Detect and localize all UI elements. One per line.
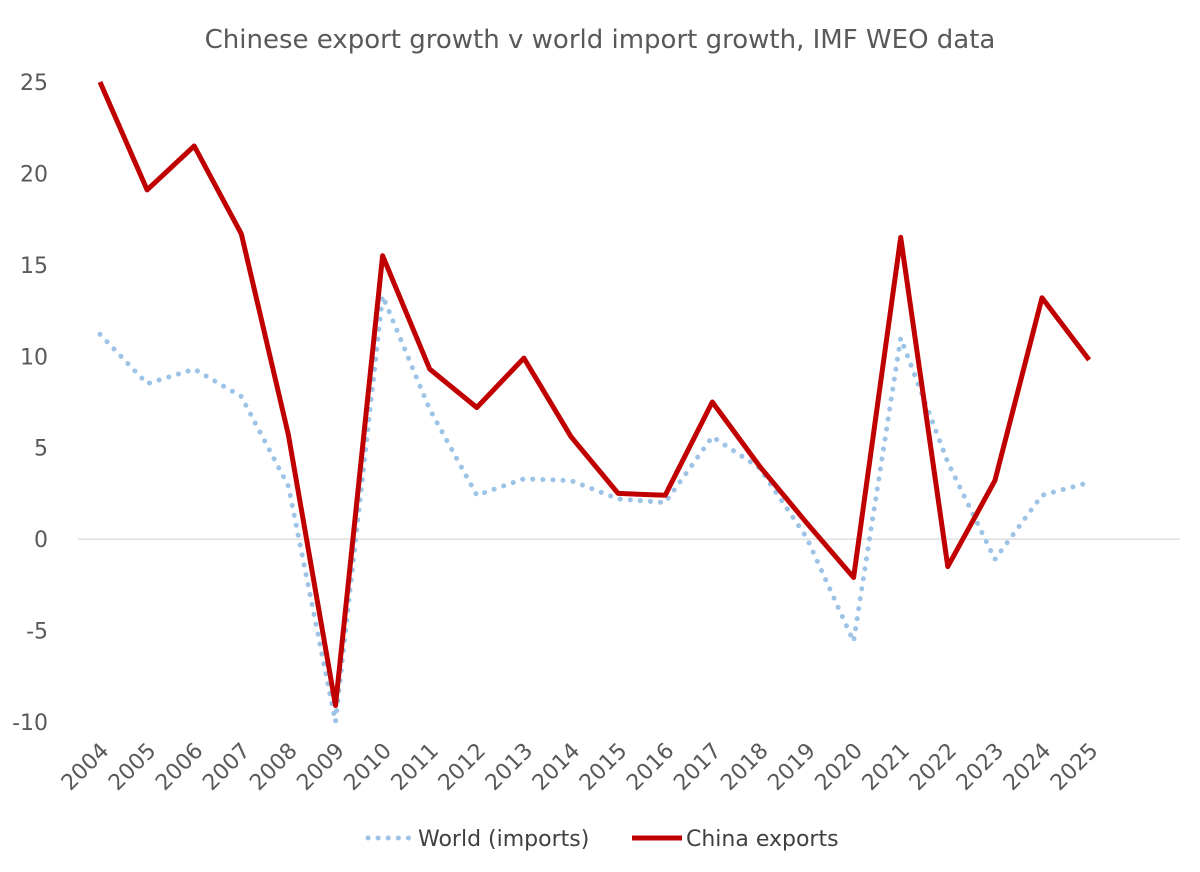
legend-label-world-imports: World (imports) xyxy=(418,827,589,852)
y-tick-label: 25 xyxy=(20,71,48,96)
series-line-china-exports xyxy=(97,80,1092,708)
y-tick-label: 10 xyxy=(20,345,48,370)
chart-title: Chinese export growth v world import gro… xyxy=(205,25,996,55)
y-tick-label: -10 xyxy=(12,711,48,736)
y-tick-label: 0 xyxy=(34,528,48,553)
legend-label-china-exports: China exports xyxy=(686,827,839,852)
y-tick-label: 5 xyxy=(34,437,48,462)
y-tick-label: 15 xyxy=(20,254,48,279)
y-tick-label: -5 xyxy=(26,620,48,645)
y-tick-label: 20 xyxy=(20,162,48,187)
legend: World (imports) China exports xyxy=(365,827,839,852)
series-line-world-imports xyxy=(97,293,1092,725)
series-group xyxy=(97,80,1092,725)
y-axis: 25 20 15 10 5 0 -5 -10 xyxy=(12,71,48,736)
